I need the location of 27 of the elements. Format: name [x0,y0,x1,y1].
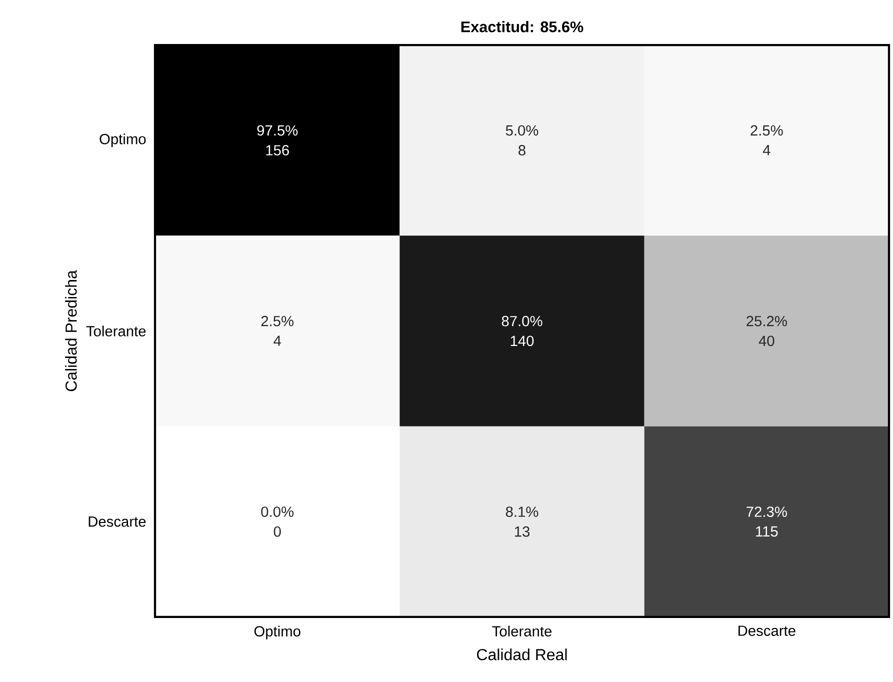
chart-title: Exactitud: 85.6% [461,21,584,32]
annotation: 25.2% [746,316,787,326]
data-label: 40 [758,336,774,346]
x-tick-label: Optimo [254,626,300,640]
y-tick-label: Optimo [100,134,146,148]
y-axis-title: Calidad Predicha [65,270,77,392]
data-label: 156 [266,145,289,156]
y-tick-label: Tolerante [86,326,146,336]
annotation: 8.1% [506,506,538,517]
annotation: 2.5% [261,316,294,326]
annotation: 0.0% [261,506,294,517]
data-label: 13 [514,526,530,537]
data-label: 140 [510,336,534,346]
data-label: 0 [274,526,281,537]
data-label: 8 [518,145,526,156]
data-label: 4 [274,336,281,346]
x-tick-label: Descarte [738,626,796,636]
y-tick-label: Descarte [88,516,146,527]
annotation: 97.5% [257,125,298,136]
annotation: 87.0% [502,316,542,326]
annotation: 2.5% [750,125,783,136]
data-label: 4 [762,145,770,156]
annotation: 72.3% [746,506,787,517]
x-axis-title: Calidad Real [477,648,567,660]
annotation: 5.0% [506,125,538,136]
x-tick-label: Tolerante [492,626,552,636]
data-label: 115 [756,526,778,537]
